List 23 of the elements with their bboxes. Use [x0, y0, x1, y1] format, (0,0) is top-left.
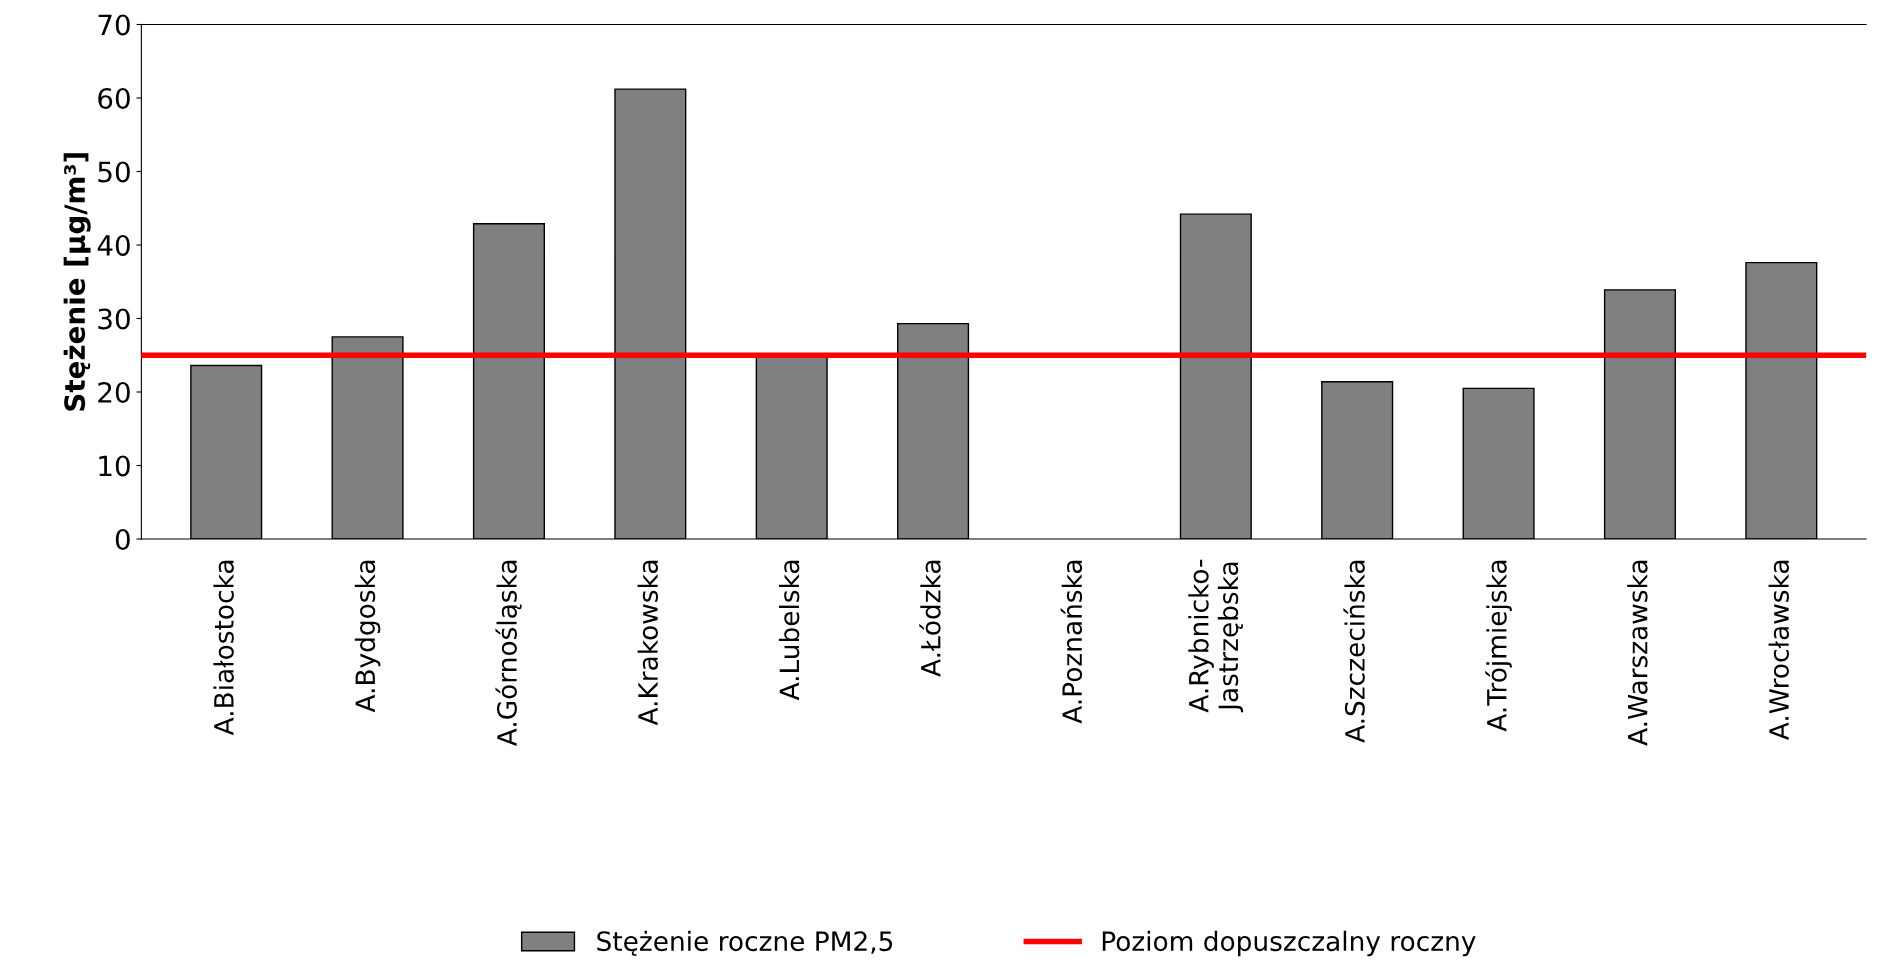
y-tick-label: 40: [97, 234, 130, 256]
x-tick-label: A.Białostocka: [213, 560, 234, 736]
legend-label: Poziom dopuszczalny roczny: [1102, 930, 1476, 957]
y-tick-label: 20: [98, 381, 130, 403]
y-axis-title: Stężenie [μg/m³]: [63, 153, 91, 411]
x-tick-label: A.Poznańska: [1060, 560, 1083, 724]
x-tick-label: A.Trójmiejska: [1485, 560, 1512, 732]
x-tick-label: A.Wrocławska: [1768, 560, 1789, 741]
y-tick-label: 10: [99, 455, 130, 477]
legend-label: Stężenie roczne PM2,5: [597, 930, 893, 956]
x-tick-label: A.Rybnicko- Jastrzębska: [1188, 559, 1244, 713]
x-tick-label: A.Górnośląska: [495, 560, 522, 747]
x-tick-label: A.Szczecińska: [1343, 560, 1365, 743]
y-tick-label: 50: [98, 161, 130, 183]
y-tick-label: 60: [98, 87, 130, 109]
x-tick-label: A.Lubelska: [778, 560, 800, 701]
y-tick-label: 30: [98, 308, 130, 330]
y-tick-label: 0: [115, 528, 130, 550]
x-tick-label: A.Krakowska: [637, 560, 658, 726]
x-tick-label: A.Warszawska: [1627, 560, 1648, 746]
x-tick-label: A.Łódzka: [919, 560, 941, 677]
x-tick-label: A.Bydgoska: [354, 560, 381, 713]
y-tick-label: 70: [98, 14, 130, 36]
